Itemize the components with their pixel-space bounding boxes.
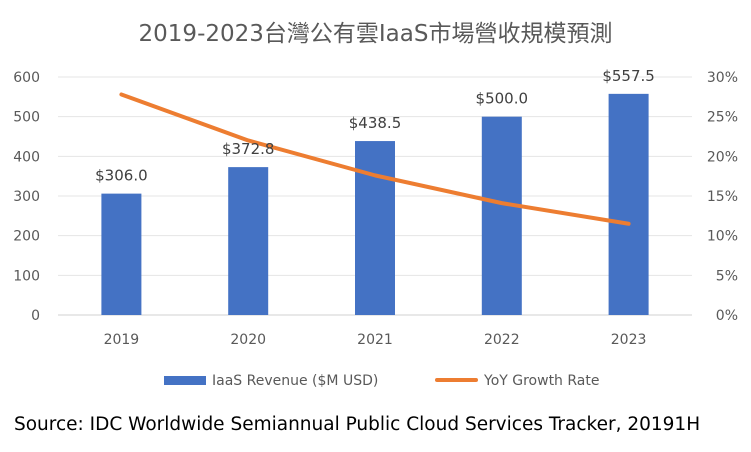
y-right-tick-label: 25% (707, 110, 738, 126)
bar (481, 116, 522, 316)
y-left-tick-label: 500 (13, 110, 40, 126)
line-series (119, 92, 631, 226)
y-left-tick-label: 300 (13, 189, 40, 205)
bar-series (101, 93, 649, 316)
data-label: $557.5 (602, 67, 655, 85)
x-tick-label: 2019 (104, 332, 140, 348)
legend-label-bar: IaaS Revenue ($M USD) (212, 373, 378, 389)
source-note: Source: IDC Worldwide Semiannual Public … (14, 414, 701, 435)
y-axis-right: 0% 5% 10% 15% 20% 25% 30% (707, 70, 738, 324)
data-label: $372.8 (222, 140, 275, 158)
chart-title: 2019-2023台灣公有雲IaaS市場營收規模預測 (138, 21, 613, 47)
data-label: $306.0 (95, 167, 148, 185)
y-left-tick-label: 600 (13, 70, 40, 86)
bar (608, 93, 649, 315)
y-axis-left: 0 100 200 300 400 500 600 (13, 70, 40, 324)
y-right-tick-label: 30% (707, 70, 738, 86)
x-axis: 2019 2020 2021 2022 2023 (104, 332, 647, 348)
bar (101, 193, 142, 315)
data-label: $500.0 (476, 90, 529, 108)
y-right-tick-label: 20% (707, 149, 738, 165)
x-tick-label: 2021 (357, 332, 393, 348)
y-left-tick-label: 400 (13, 149, 40, 165)
legend: IaaS Revenue ($M USD) YoY Growth Rate (164, 373, 600, 389)
y-left-tick-label: 0 (31, 308, 40, 324)
bar (228, 167, 269, 315)
y-right-tick-label: 0% (716, 308, 738, 324)
y-right-tick-label: 15% (707, 189, 738, 205)
y-right-tick-label: 10% (707, 229, 738, 245)
x-tick-label: 2022 (484, 332, 520, 348)
data-labels: $306.0 $372.8 $438.5 $500.0 $557.5 (95, 67, 655, 185)
legend-swatch-bar (164, 376, 206, 385)
x-tick-label: 2020 (230, 332, 266, 348)
data-label: $438.5 (349, 114, 402, 132)
x-tick-label: 2023 (611, 332, 647, 348)
y-right-tick-label: 5% (716, 268, 738, 284)
y-left-tick-label: 200 (13, 229, 40, 245)
bar (355, 141, 395, 315)
y-left-tick-label: 100 (13, 268, 40, 284)
legend-label-line: YoY Growth Rate (483, 373, 600, 389)
